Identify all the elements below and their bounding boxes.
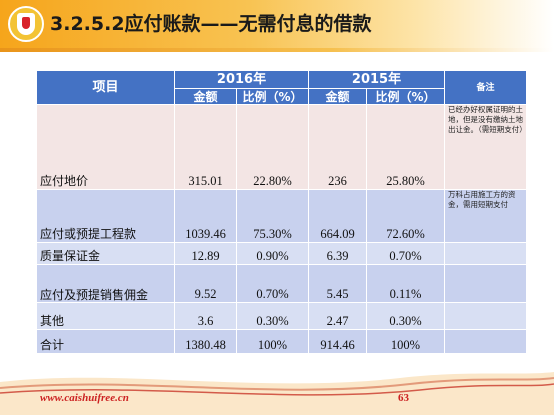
table-row-total: 合计 1380.48 100% 914.46 100% (36, 329, 527, 354)
row-ratio-2015: 0.30% (366, 302, 445, 330)
row-amount-2015: 6.39 (308, 242, 367, 265)
row-ratio-2015: 100% (366, 329, 445, 354)
row-amount-2016: 315.01 (174, 104, 237, 190)
table-row: 应付及预提销售佣金 9.52 0.70% 5.45 0.11% (36, 264, 527, 303)
row-note: 万科占用施工方的资金，需用短期支付 (444, 189, 527, 243)
row-amount-2015: 664.09 (308, 189, 367, 243)
row-amount-2016: 12.89 (174, 242, 237, 265)
footer-url[interactable]: www.caishuifree.cn (40, 392, 129, 404)
row-amount-2016: 3.6 (174, 302, 237, 330)
col-header-2016: 2016年 (174, 70, 309, 89)
row-item: 合计 (36, 329, 175, 354)
col-header-note: 备注 (444, 70, 527, 105)
row-item: 应付及预提销售佣金 (36, 264, 175, 303)
row-ratio-2015: 0.11% (366, 264, 445, 303)
row-amount-2015: 236 (308, 104, 367, 190)
logo-mark (22, 17, 30, 29)
row-ratio-2015: 25.80% (366, 104, 445, 190)
table-row: 应付或预提工程款 1039.46 75.30% 664.09 72.60% 万科… (36, 189, 527, 243)
row-amount-2015: 914.46 (308, 329, 367, 354)
table-row: 应付地价 315.01 22.80% 236 25.80% 已经办好权属证明的土… (36, 104, 527, 190)
table-row: 质量保证金 12.89 0.90% 6.39 0.70% (36, 242, 527, 265)
row-ratio-2015: 72.60% (366, 189, 445, 243)
row-note: 已经办好权属证明的土地，但是没有缴纳土地出让金。（需短期支付） (444, 104, 527, 190)
page-number: 63 (398, 392, 409, 404)
col-header-ratio-2015: 比例（%） (366, 88, 445, 105)
row-ratio-2016: 0.70% (236, 264, 309, 303)
header-row-years: 项目 2016年 2015年 备注 (36, 70, 527, 105)
row-item: 应付或预提工程款 (36, 189, 175, 243)
row-ratio-2016: 75.30% (236, 189, 309, 243)
row-ratio-2016: 0.90% (236, 242, 309, 265)
col-header-2015: 2015年 (308, 70, 445, 89)
col-header-ratio-2016: 比例（%） (236, 88, 309, 105)
row-note (444, 329, 527, 354)
title-divider (0, 48, 554, 52)
row-ratio-2016: 100% (236, 329, 309, 354)
logo-icon (8, 6, 44, 42)
row-amount-2015: 5.45 (308, 264, 367, 303)
payables-table: 项目 2016年 2015年 备注 金额 比例（%） 金额 比例（%） 应付地价… (36, 70, 527, 354)
row-ratio-2015: 0.70% (366, 242, 445, 265)
row-item: 质量保证金 (36, 242, 175, 265)
table-row: 其他 3.6 0.30% 2.47 0.30% (36, 302, 527, 330)
row-amount-2016: 9.52 (174, 264, 237, 303)
row-note (444, 302, 527, 330)
row-item: 其他 (36, 302, 175, 330)
row-ratio-2016: 22.80% (236, 104, 309, 190)
row-amount-2016: 1039.46 (174, 189, 237, 243)
slide-title: 3.2.5.2应付账款——无需付息的借款 (50, 13, 372, 35)
col-header-amount-2016: 金额 (174, 88, 237, 105)
row-item: 应付地价 (36, 104, 175, 190)
row-note (444, 264, 527, 303)
row-amount-2015: 2.47 (308, 302, 367, 330)
col-header-amount-2015: 金额 (308, 88, 367, 105)
row-ratio-2016: 0.30% (236, 302, 309, 330)
row-amount-2016: 1380.48 (174, 329, 237, 354)
title-bar (0, 0, 554, 48)
col-header-item: 项目 (36, 70, 175, 105)
row-note (444, 242, 527, 265)
footer-wave-decoration (0, 372, 554, 415)
